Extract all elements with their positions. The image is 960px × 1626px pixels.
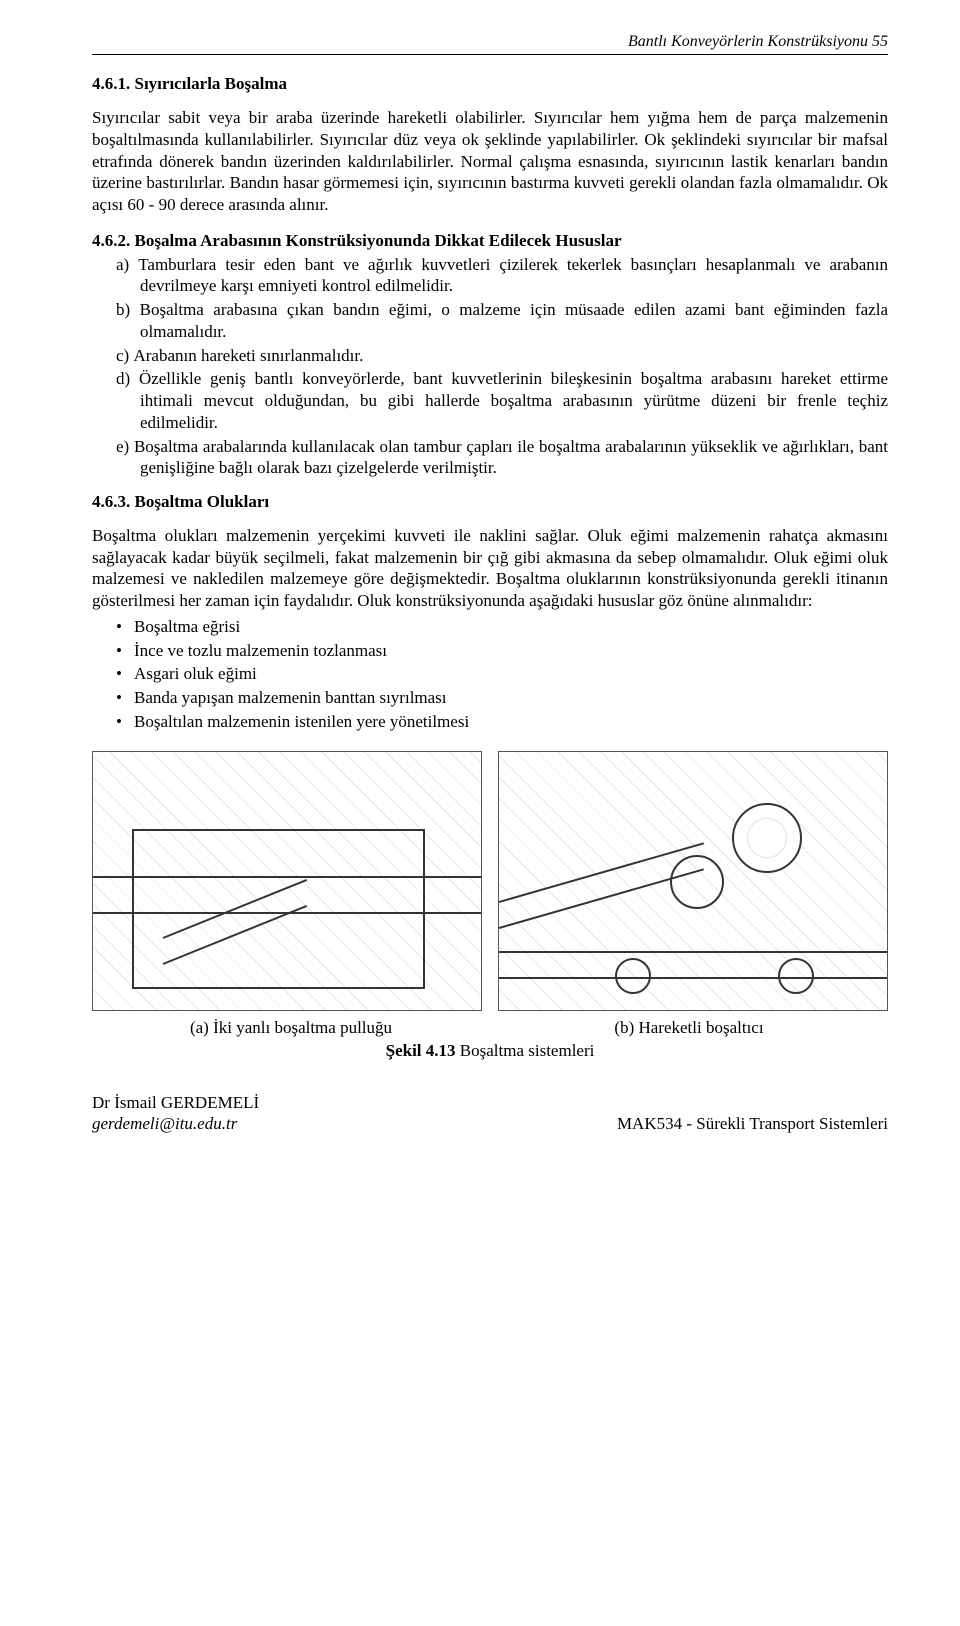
section-463-title: 4.6.3. Boşaltma Olukları [92,491,888,513]
bullet-icon: • [116,687,134,709]
bullet-icon: • [116,663,134,685]
page-footer: Dr İsmail GERDEMELİ gerdemeli@itu.edu.tr… [92,1092,888,1135]
list-462-c-text: Arabanın hareketi sınırlanmalıdır. [133,346,363,365]
list-462-a: a) Tamburlara tesir eden bant ve ağırlık… [92,254,888,298]
bullet-icon: • [116,640,134,662]
figure-413-b-image [498,751,888,1011]
figure-413-b [498,751,888,1011]
bullet-463-2-text: Asgari oluk eğimi [134,664,257,683]
para-461: Sıyırıcılar sabit veya bir araba üzerind… [92,107,888,216]
para-463: Boşaltma olukları malzemenin yerçekimi k… [92,525,888,612]
figure-413-caption-a: (a) İki yanlı boşaltma pulluğu [92,1017,490,1039]
figure-413-caption-text: Boşaltma sistemleri [456,1041,595,1060]
list-462-a-text: Tamburlara tesir eden bant ve ağırlık ku… [138,255,888,296]
figure-413 [92,751,888,1011]
bullet-463-0-text: Boşaltma eğrisi [134,617,240,636]
figure-413-label: Şekil 4.13 [386,1041,456,1060]
bullets-463: •Boşaltma eğrisi •İnce ve tozlu malzemen… [92,616,888,733]
section-461-title: 4.6.1. Sıyırıcılarla Boşalma [92,73,888,95]
figure-413-main-caption: Şekil 4.13 Boşaltma sistemleri [92,1040,888,1062]
list-462-d-text: Özellikle geniş bantlı konveyörlerde, ba… [139,369,888,432]
list-462: a) Tamburlara tesir eden bant ve ağırlık… [92,254,888,480]
figure-413-a-image [92,751,482,1011]
list-462-d: d) Özellikle geniş bantlı konveyörlerde,… [92,368,888,433]
header-rule [92,54,888,55]
bullet-icon: • [116,616,134,638]
footer-author: Dr İsmail GERDEMELİ [92,1092,259,1113]
figure-413-caption-b: (b) Hareketli boşaltıcı [490,1017,888,1039]
list-462-c: c) Arabanın hareketi sınırlanmalıdır. [92,345,888,367]
footer-left: Dr İsmail GERDEMELİ gerdemeli@itu.edu.tr [92,1092,259,1135]
section-462: 4.6.2. Boşalma Arabasının Konstrüksiyonu… [92,230,888,479]
list-462-b: b) Boşaltma arabasına çıkan bandın eğimi… [92,299,888,343]
running-head: Bantlı Konveyörlerin Konstrüksiyonu 55 [92,32,888,52]
footer-email: gerdemeli@itu.edu.tr [92,1113,259,1134]
bullet-463-0: •Boşaltma eğrisi [92,616,888,638]
page-header: Bantlı Konveyörlerin Konstrüksiyonu 55 [92,32,888,55]
list-462-e: e) Boşaltma arabalarında kullanılacak ol… [92,436,888,480]
bullet-463-2: •Asgari oluk eğimi [92,663,888,685]
footer-course: MAK534 - Sürekli Transport Sistemleri [617,1113,888,1135]
bullet-463-3-text: Banda yapışan malzemenin banttan sıyrılm… [134,688,447,707]
bullet-463-1-text: İnce ve tozlu malzemenin tozlanması [134,641,387,660]
bullet-463-4: •Boşaltılan malzemenin istenilen yere yö… [92,711,888,733]
bullet-463-1: •İnce ve tozlu malzemenin tozlanması [92,640,888,662]
bullet-icon: • [116,711,134,733]
list-462-e-text: Boşaltma arabalarında kullanılacak olan … [134,437,888,478]
list-462-b-text: Boşaltma arabasına çıkan bandın eğimi, o… [140,300,888,341]
figure-413-subcaptions: (a) İki yanlı boşaltma pulluğu (b) Harek… [92,1017,888,1039]
bullet-463-4-text: Boşaltılan malzemenin istenilen yere yön… [134,712,469,731]
section-462-title: 4.6.2. Boşalma Arabasının Konstrüksiyonu… [92,230,888,252]
figure-413-a [92,751,482,1011]
bullet-463-3: •Banda yapışan malzemenin banttan sıyrıl… [92,687,888,709]
